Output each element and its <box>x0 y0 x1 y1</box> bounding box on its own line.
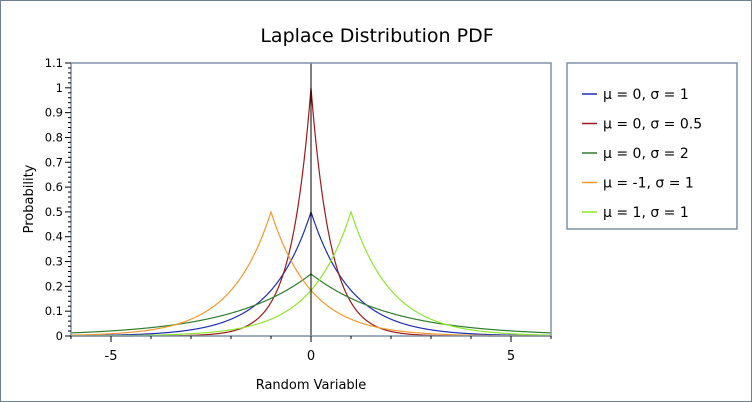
y-tick-label: 0 <box>56 329 63 343</box>
y-tick-label: 0.8 <box>45 130 63 144</box>
y-tick-label: 0.3 <box>45 255 63 269</box>
y-tick-label: 0.9 <box>45 106 63 120</box>
y-tick-label: 0.4 <box>45 230 63 244</box>
legend-label: μ = -1, σ = 1 <box>603 176 694 192</box>
x-tick-label: 5 <box>507 349 515 364</box>
x-axis: -5 0 5 <box>70 336 552 364</box>
plot-area: 0 0.1 0.2 0.3 0.4 0.5 0.6 0.7 0.8 0.9 1 1.1 -5 0 5 <box>45 56 552 364</box>
legend-items: μ = 0, σ = 1 μ = 0, σ = 0.5 μ = 0, σ = 2 μ … <box>582 87 702 221</box>
y-tick-label: 0.7 <box>45 155 63 169</box>
x-tick-label: -5 <box>105 349 118 364</box>
x-tick-label: 0 <box>307 349 315 364</box>
y-tick-label: 0.6 <box>45 180 63 194</box>
chart-title: Laplace Distribution PDF <box>260 25 493 47</box>
y-axis: 0 0.1 0.2 0.3 0.4 0.5 0.6 0.7 0.8 0.9 1 1.1 <box>45 56 71 343</box>
y-axis-label: Probability <box>22 164 37 233</box>
y-tick-label: 1.1 <box>45 56 63 70</box>
y-tick-label: 0.2 <box>45 279 63 293</box>
legend-label: μ = 0, σ = 2 <box>603 146 689 162</box>
legend-box <box>566 62 738 230</box>
y-tick-label: 0.1 <box>45 304 63 318</box>
legend: μ = 0, σ = 1 μ = 0, σ = 0.5 μ = 0, σ = 2 μ … <box>566 62 738 230</box>
legend-label: μ = 1, σ = 1 <box>603 205 689 221</box>
y-tick-label: 0.5 <box>45 205 63 219</box>
x-axis-label: Random Variable <box>256 378 367 393</box>
legend-label: μ = 0, σ = 1 <box>603 87 689 103</box>
legend-label: μ = 0, σ = 0.5 <box>603 117 702 133</box>
y-tick-label: 1 <box>56 81 63 95</box>
